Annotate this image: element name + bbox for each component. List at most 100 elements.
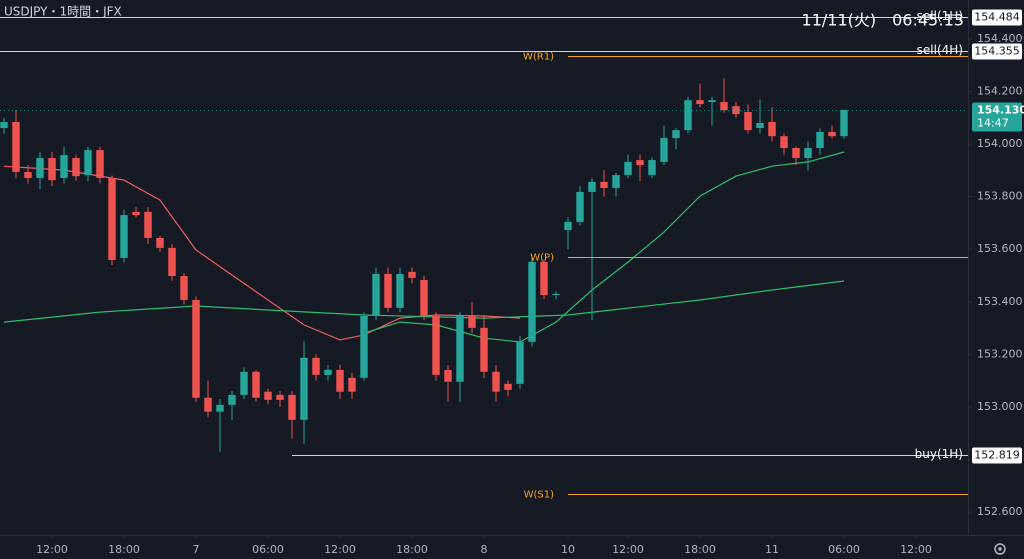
candle-body (24, 171, 32, 178)
candle-body (108, 177, 116, 261)
y-tick-label: 154.400 (977, 32, 1023, 45)
level-price-box (972, 9, 1022, 26)
x-tick-label: 7 (192, 543, 199, 556)
plot: 154.400 154.200 154.000 153.800 153.600 153.4… (0, 32, 1023, 556)
level-label: W(S1) (524, 490, 554, 501)
clock: 11/11(火) 06:45:13 (802, 11, 964, 30)
candle-body (180, 276, 188, 300)
candle-body (288, 394, 296, 420)
candle-body (132, 211, 140, 216)
y-tick-label: 152.600 (977, 505, 1023, 518)
last-price-label: 154.130 (977, 104, 1024, 117)
x-tick-label: 12:00 (900, 543, 932, 556)
candle-body (324, 369, 332, 375)
candle-body (492, 371, 500, 392)
y-tick-label: 153.400 (977, 295, 1023, 308)
candle-body (540, 261, 548, 295)
x-tick-label: 11 (765, 543, 779, 556)
candle-body (408, 271, 416, 278)
candle-body (780, 136, 788, 149)
last-price-box (972, 102, 1022, 132)
candle-body (480, 327, 488, 372)
candle-body (756, 123, 764, 129)
x-tick-label: 12:00 (36, 543, 68, 556)
candle-body (300, 357, 308, 420)
level-label: buy(1H) (915, 447, 963, 461)
candle-body (456, 316, 464, 382)
candle-body (72, 158, 80, 177)
candle-body (552, 293, 560, 295)
candle-body (504, 383, 512, 390)
candle-body (432, 316, 440, 375)
candle-body (0, 121, 8, 129)
candle-body (48, 158, 56, 181)
candle-body (36, 158, 44, 178)
candle-body (168, 247, 176, 277)
x-tick-label: 10 (561, 543, 575, 556)
candle-body (384, 273, 392, 308)
level-price-box (972, 43, 1022, 60)
level-label: sell(1H) (917, 9, 963, 23)
gear[interactable] (994, 543, 1006, 555)
candle-body (516, 341, 524, 384)
overlay: sell(1H) 154.484 sell(4H) 154.355 W(R1) W(P) b… (0, 9, 1024, 501)
chart-title: USDJPY・1時間・JFX (4, 5, 122, 19)
candle-body (576, 191, 584, 222)
candle-body (240, 371, 248, 395)
y-tick-label: 153.800 (977, 190, 1023, 203)
candle-body (624, 161, 632, 176)
candle-body (192, 299, 200, 398)
candle-body (840, 109, 848, 137)
candle-body (660, 138, 668, 162)
candle-body (612, 175, 620, 188)
candle-body (804, 148, 812, 159)
level-price-box (972, 447, 1022, 464)
level-price: 152.819 (974, 449, 1020, 462)
gear-center[interactable] (998, 547, 1002, 551)
candle-body (564, 221, 572, 231)
candle-body (216, 404, 224, 412)
y-tick-label: 153.000 (977, 400, 1023, 413)
candle-body (396, 273, 404, 308)
candle-body (420, 279, 428, 317)
candle-body (348, 377, 356, 392)
candle-body (96, 150, 104, 178)
candle-body (696, 100, 704, 105)
level-label: W(P) (530, 253, 554, 264)
y-tick-label: 153.200 (977, 347, 1023, 360)
y-tick-label: 154.000 (977, 137, 1023, 150)
x-tick-label: 06:00 (252, 543, 284, 556)
candle-body (792, 148, 800, 159)
x-tick-label: 06:00 (828, 543, 860, 556)
candle-body (12, 121, 20, 172)
candle-body (468, 316, 476, 328)
countdown: 14:47 (977, 117, 1009, 130)
candle-body (360, 316, 368, 378)
y-tick-label: 153.600 (977, 242, 1023, 255)
level-price: 154.484 (974, 11, 1020, 24)
x-tick-label: 18:00 (108, 543, 140, 556)
moving-average (3, 165, 521, 341)
candle-body (768, 121, 776, 137)
x-tick-label: 12:00 (324, 543, 356, 556)
settings-icon[interactable] (994, 543, 1006, 555)
candle-body (588, 181, 596, 192)
candle-body (264, 391, 272, 400)
x-tick-label: 8 (481, 543, 488, 556)
candle-body (828, 131, 836, 137)
candle-body (228, 394, 236, 405)
candle-body (120, 215, 128, 258)
x-tick-label: 18:00 (684, 543, 716, 556)
candle-body (600, 181, 608, 188)
candle-body (312, 357, 320, 375)
candle-body (744, 111, 752, 131)
y-tick-label: 154.200 (977, 84, 1023, 97)
candle-body (204, 397, 212, 412)
candle-body (252, 371, 260, 398)
level-price: 154.355 (974, 45, 1020, 58)
candle-body (84, 150, 92, 176)
candle-body (156, 237, 164, 248)
candle-body (708, 100, 716, 103)
